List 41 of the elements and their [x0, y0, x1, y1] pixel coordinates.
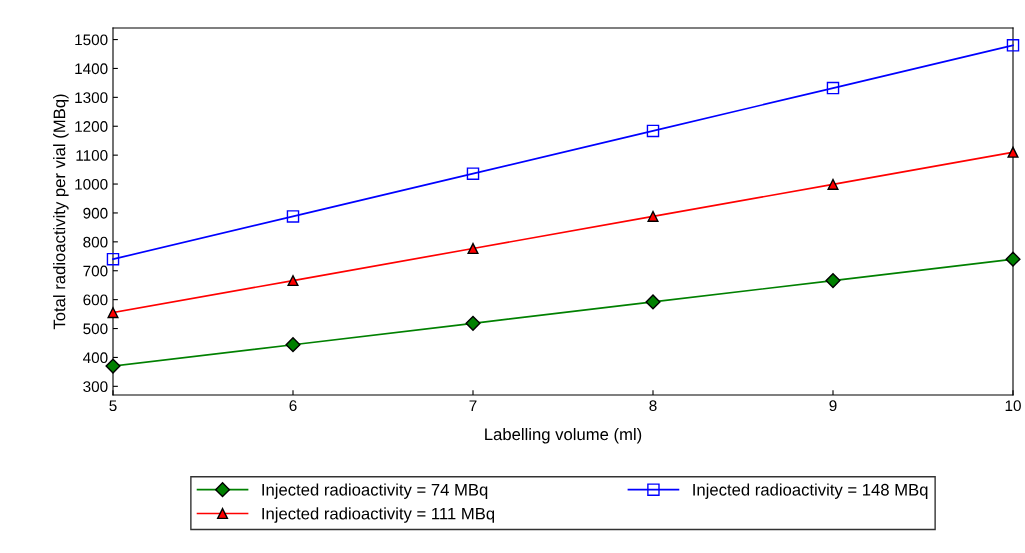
x-tick-label: 5 — [109, 400, 117, 412]
point — [106, 252, 120, 266]
y-tick-label: 600 — [83, 294, 108, 306]
y-tick-label: 700 — [83, 265, 108, 277]
y-tick-label: 1000 — [75, 178, 108, 190]
x-tick-label: 7 — [469, 400, 477, 411]
point — [645, 294, 661, 310]
y-tick-label: 1200 — [75, 121, 108, 132]
y-tick-label: 1500 — [75, 34, 108, 46]
point — [647, 210, 659, 222]
y-tick-label: 500 — [83, 323, 108, 335]
legend-label: Injected radioactivity = 148 MBq — [693, 483, 928, 499]
y-tick-label: 1100 — [76, 150, 108, 161]
point — [107, 307, 119, 319]
x-tick-label: 8 — [649, 400, 657, 412]
point — [1005, 251, 1021, 267]
point — [286, 210, 300, 223]
point — [465, 315, 481, 331]
x-tick-label: 6 — [289, 400, 297, 412]
point — [646, 124, 660, 138]
legend-label: Injected radioactivity = 111 MBq — [262, 507, 495, 523]
x-tick-label: 9 — [829, 400, 837, 412]
y-tick-label: 1300 — [75, 92, 108, 104]
point — [1007, 146, 1019, 158]
y-tick-label: 800 — [83, 236, 108, 248]
point — [825, 272, 841, 289]
y-tick-label: 400 — [83, 352, 108, 364]
point — [827, 178, 839, 190]
y-tick-label: 300 — [83, 381, 108, 393]
y-tick-label: 1400 — [75, 63, 108, 75]
point — [466, 167, 480, 180]
point — [467, 242, 479, 255]
point — [287, 275, 299, 287]
legend-label: Injected radioactivity = 74 MBq — [262, 483, 488, 499]
point — [285, 337, 301, 353]
point — [826, 81, 840, 95]
x-tick-label: 10 — [1005, 400, 1021, 412]
y-tick-label: 900 — [83, 207, 108, 219]
point — [1006, 39, 1020, 52]
x-axis-title: Labelling volume (ml) — [485, 427, 642, 444]
y-axis-title: Total radioactivity per vial (MBq) — [53, 94, 69, 330]
